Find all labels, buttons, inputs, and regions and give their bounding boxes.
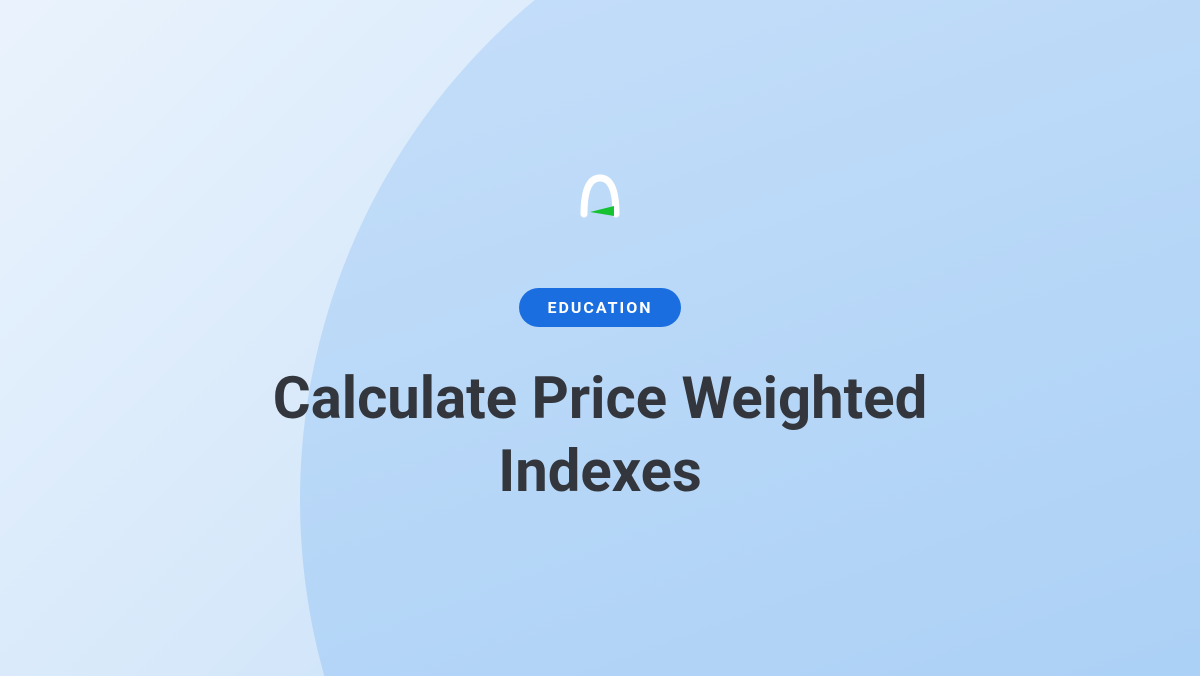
arc-accent-path [590, 206, 614, 216]
hero-container: EDUCATION Calculate Price Weighted Index… [0, 0, 1200, 676]
arc-logo-svg [570, 168, 630, 228]
brand-logo-icon [570, 168, 630, 228]
page-title: Calculate Price Weighted Indexes [250, 363, 950, 508]
category-badge: EDUCATION [519, 288, 680, 327]
hero-content: EDUCATION Calculate Price Weighted Index… [250, 168, 950, 508]
